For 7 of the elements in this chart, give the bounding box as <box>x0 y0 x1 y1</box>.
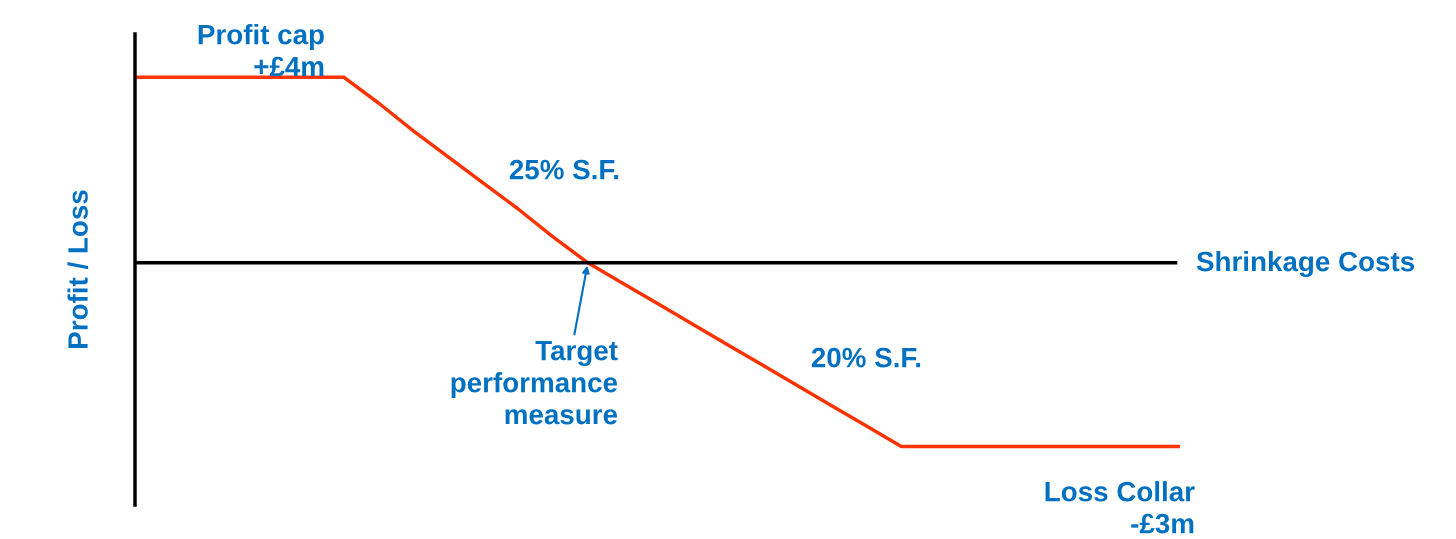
y-axis-title: Profit / Loss <box>67 190 89 348</box>
annotation: 25% S.F. <box>509 159 619 180</box>
annotation: Target performance measure <box>451 341 618 425</box>
x-axis-title: Shrinkage Costs <box>1196 250 1415 278</box>
text: Profit cap +£4m <box>198 24 324 77</box>
text: Loss Collar -£3m <box>1045 481 1195 534</box>
annotation: 20% S.F. <box>811 347 921 368</box>
